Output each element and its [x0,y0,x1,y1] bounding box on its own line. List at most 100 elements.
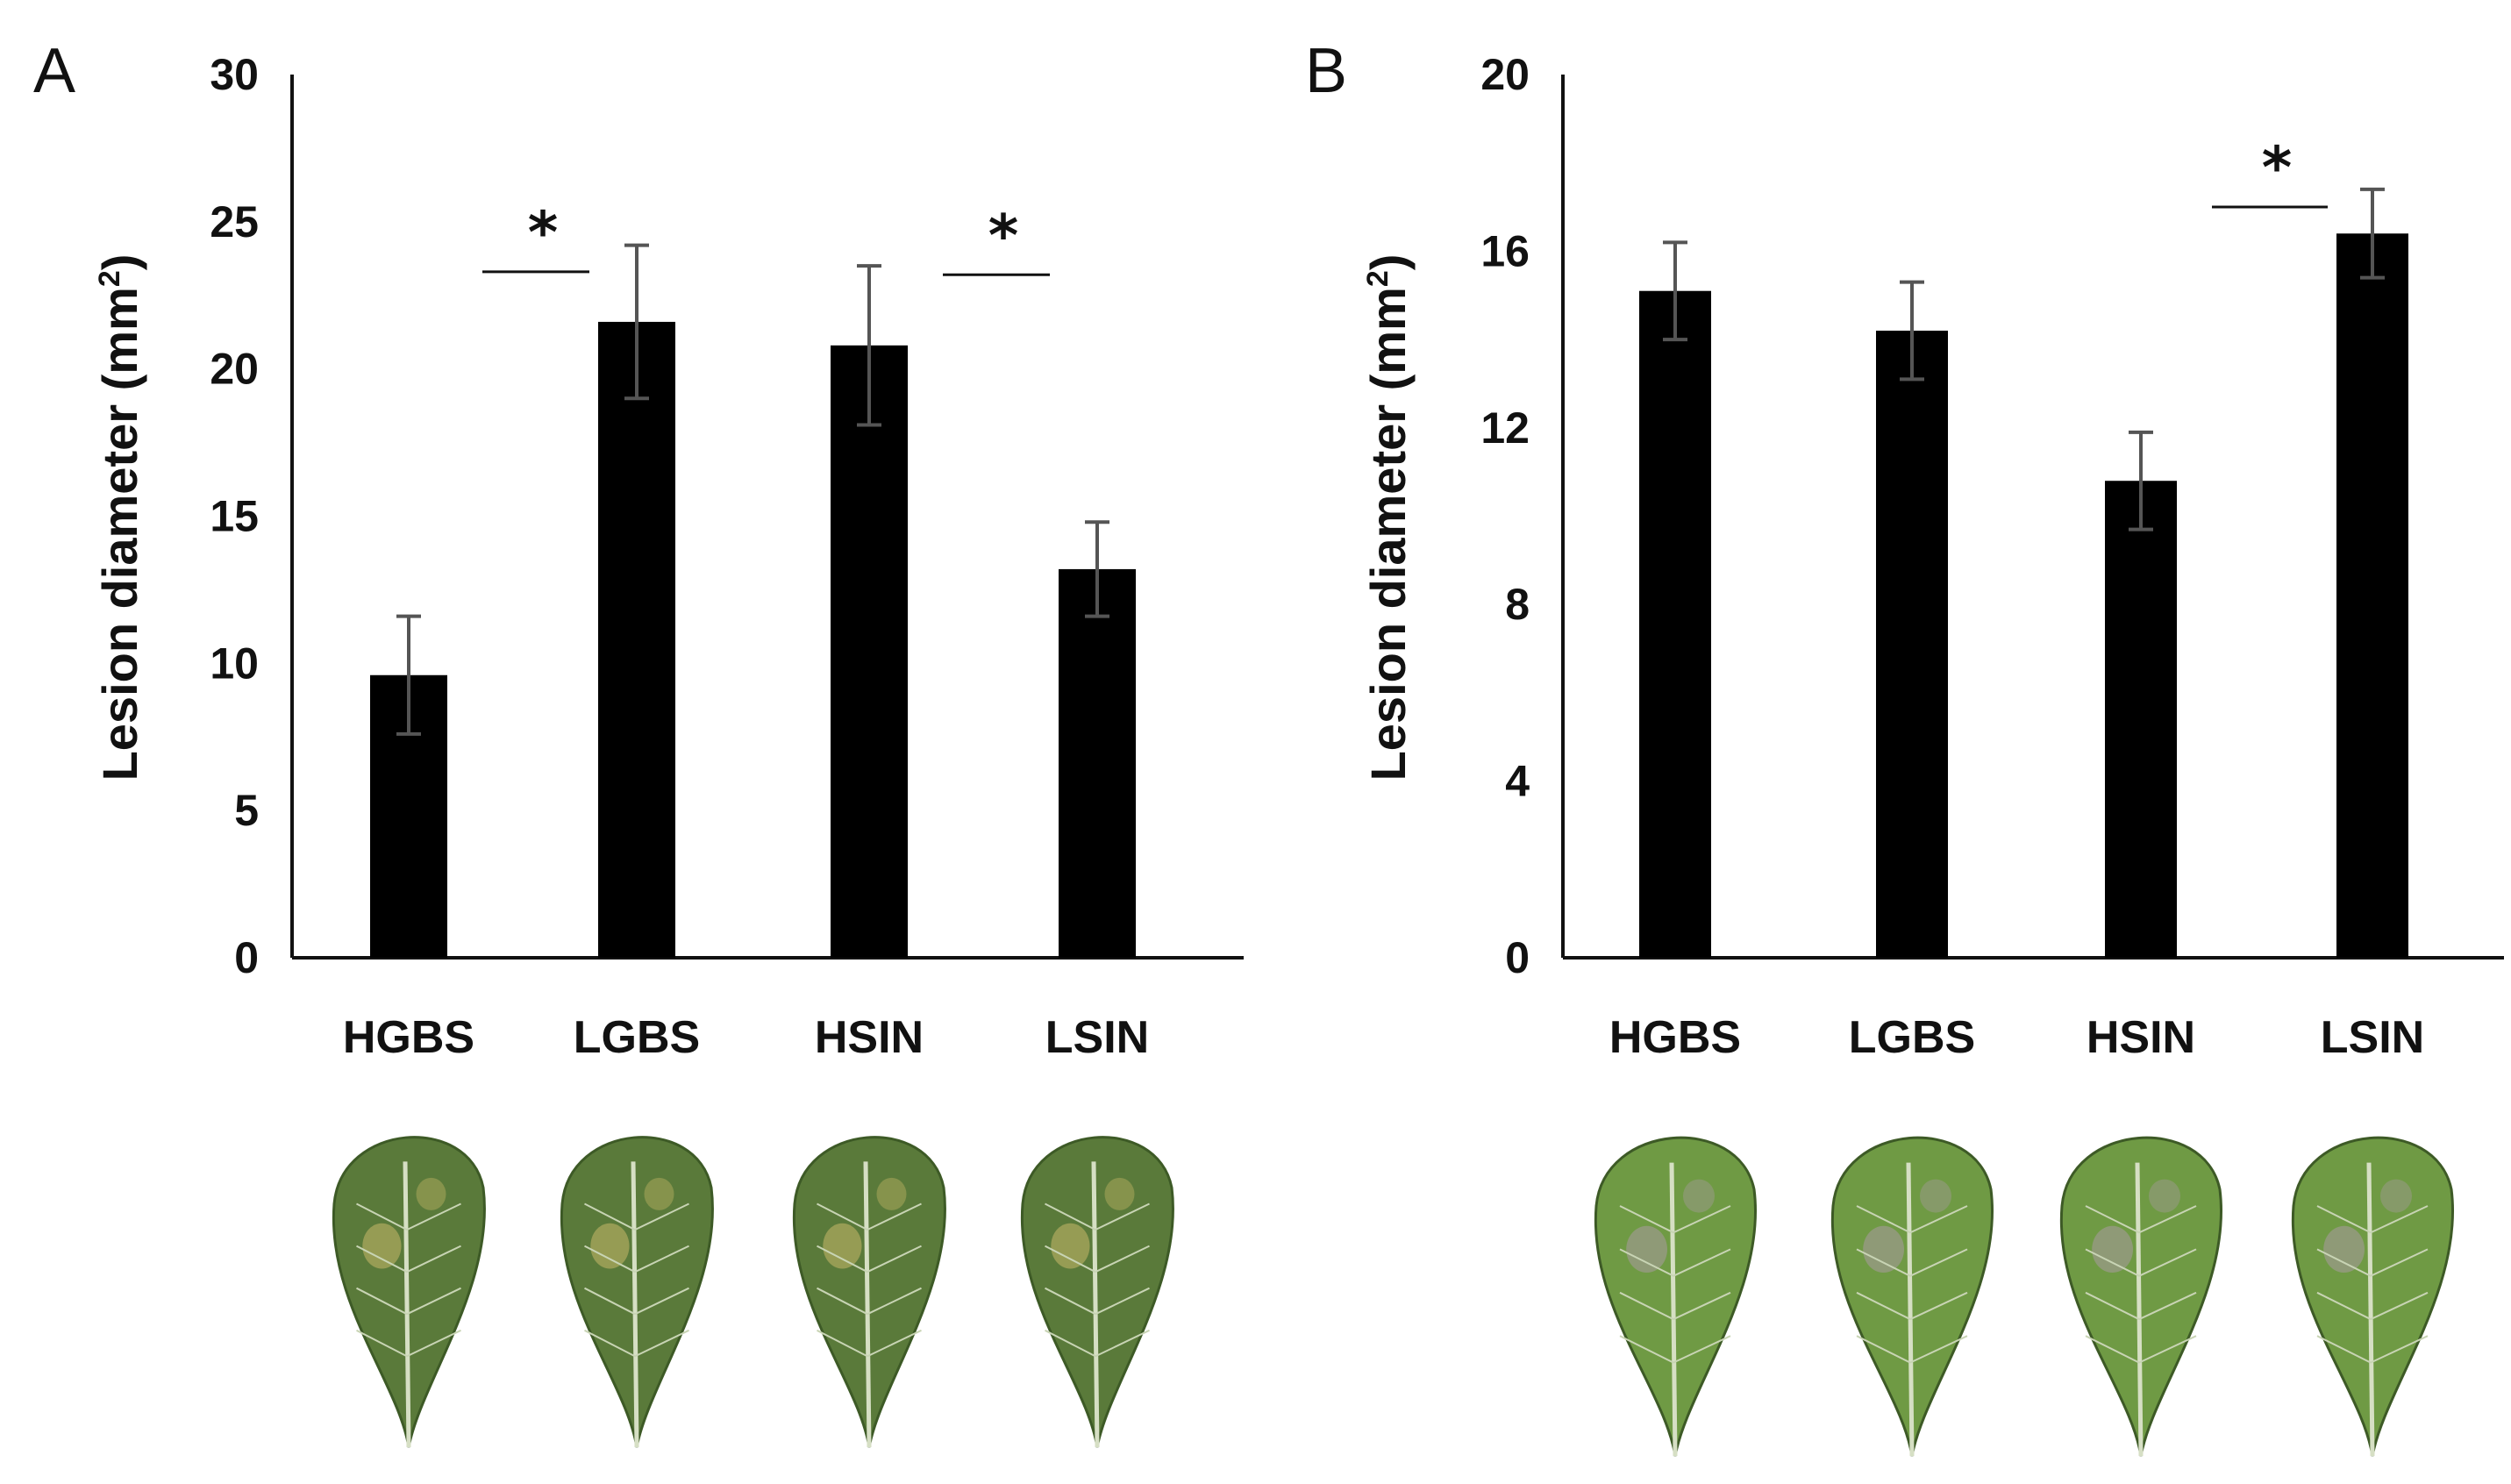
leaf-vein [1673,1291,1731,1321]
panel-a-leaf-photo [792,1136,946,1448]
panel-a-y-tick-label: 5 [234,786,259,835]
leaf-vein [1673,1335,1731,1364]
leaf-vein [1673,1205,1731,1234]
leaf-vein [356,1287,408,1316]
panel-b-category-label: LSIN [2321,1012,2424,1063]
leaf-vein [406,1329,461,1358]
panel-a-leaf-photo [560,1136,714,1448]
leaf-lesion [590,1223,630,1269]
leaf-vein [817,1287,868,1316]
panel-a-bar-lsin [1059,568,1136,958]
panel-b-y-tick-label: 20 [1480,50,1530,99]
panel-b-leaf-photo [1830,1136,1994,1457]
leaf-vein [1095,1202,1150,1231]
panel-b-bar-hgbs [1639,290,1711,959]
panel-b-y-tick-label: 4 [1505,757,1530,806]
panel-a-y-tick-label: 10 [210,639,259,688]
leaf-vein [406,1245,461,1274]
leaf-vein [1673,1248,1731,1277]
leaf-vein [356,1245,408,1274]
leaf-lesion [1863,1225,1905,1273]
panel-b-y-tick-label: 8 [1505,580,1530,629]
leaf-midrib [2135,1162,2144,1457]
leaf-vein [1619,1205,1674,1234]
leaf-vein [2370,1205,2429,1234]
leaf-vein [584,1329,636,1358]
leaf-vein [867,1245,922,1274]
leaf-vein [1045,1245,1096,1274]
leaf-vein [584,1287,636,1316]
leaf-vein [1619,1335,1674,1364]
leaf-vein [2316,1291,2372,1321]
leaf-lesion [1920,1179,1951,1213]
panel-a-y-tick-label: 15 [210,492,259,541]
leaf-midrib [631,1161,639,1448]
leaf-vein [1095,1287,1150,1316]
leaf-vein [2085,1205,2140,1234]
leaf-vein [634,1202,689,1231]
leaf-vein [1619,1248,1674,1277]
panel-a-leaf-photo [1020,1136,1174,1448]
leaf-vein [634,1245,689,1274]
panel-b-bar-lgbs [1876,331,1948,958]
leaf-lesion [1104,1177,1135,1210]
leaf-vein [2138,1205,2197,1234]
leaf-midrib [403,1161,411,1448]
leaf-vein [1909,1291,1968,1321]
leaf-vein [634,1329,689,1358]
panel-b-leaf-photo [1594,1136,1757,1457]
leaf-lesion [2323,1225,2365,1273]
leaf-vein [584,1245,636,1274]
leaf-vein [1856,1291,1911,1321]
leaf-lesion [1051,1223,1090,1269]
leaf-lesion [2092,1225,2134,1273]
leaf-vein [356,1202,408,1231]
leaf-midrib [1906,1162,1915,1457]
leaf-vein [817,1329,868,1358]
leaf-vein [817,1245,868,1274]
leaf-midrib [1669,1162,1678,1457]
leaf-vein [817,1202,868,1231]
panel-a-category-label: HGBS [343,1012,474,1063]
leaf-vein [356,1329,408,1358]
panel-a-y-tick-label: 30 [210,50,259,99]
panel-a-category-label: HSIN [815,1012,924,1063]
leaf-vein [1856,1335,1911,1364]
panel-b-bar-lsin [2336,233,2408,958]
leaf-vein [1045,1329,1096,1358]
panel-b-y-tick-label: 12 [1480,403,1530,453]
panel-b-letter: B [1305,36,1347,106]
leaf-vein [2085,1291,2140,1321]
panel-a-significance-star: * [528,199,559,267]
leaf-vein [1909,1248,1968,1277]
leaf-vein [2316,1248,2372,1277]
leaf-lesion [416,1177,446,1210]
leaf-vein [2138,1335,2197,1364]
panel-b-category-label: HGBS [1609,1012,1741,1063]
leaf-lesion [2149,1179,2180,1213]
panel-a-letter: A [33,36,75,106]
panel-a-y-tick-label: 25 [210,197,259,246]
leaf-vein [867,1329,922,1358]
panel-b-leaf-photo [2291,1136,2454,1457]
leaf-vein [2370,1335,2429,1364]
panel-a: A Lesion diameter (mm2) 0 5 10 15 20 25 30 HGB… [33,36,1244,1448]
leaf-vein [1909,1335,1968,1364]
leaf-vein [1909,1205,1968,1234]
panel-b-y-axis-title: Lesion diameter (mm2) [1360,254,1416,781]
leaf-vein [1045,1287,1096,1316]
panel-b-category-label: HSIN [2087,1012,2195,1063]
leaf-lesion [362,1223,402,1269]
leaf-lesion [1683,1179,1715,1213]
leaf-midrib [1091,1161,1100,1448]
panel-a-y-axis-title: Lesion diameter (mm2) [92,254,147,781]
panel-b-bar-hsin [2105,481,2177,958]
panel-b-leaf-photo [2059,1136,2222,1457]
panel-a-bar-lgbs [598,321,675,959]
leaf-vein [1856,1248,1911,1277]
leaf-lesion [1626,1225,1667,1273]
panel-b: B Lesion diameter (mm2) 0 4 8 12 16 20 HGBS LG… [1305,36,2504,1457]
leaf-vein [634,1287,689,1316]
leaf-vein [2085,1248,2140,1277]
panel-a-bar-hsin [831,345,908,958]
